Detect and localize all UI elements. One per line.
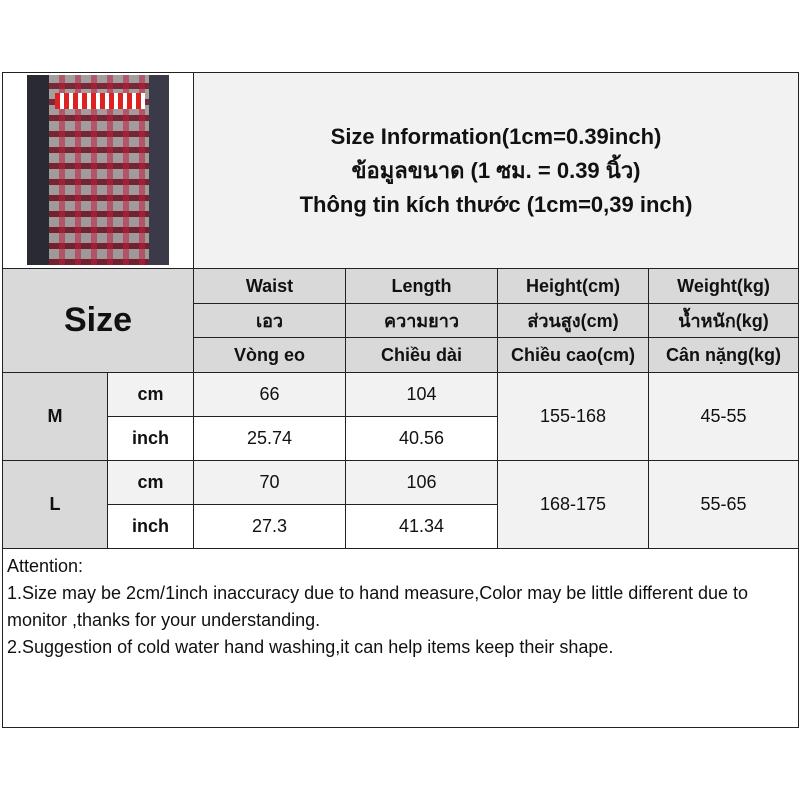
header-height-th: ส่วนสูง(cm) (497, 303, 649, 338)
l-length-inch: 41.34 (345, 504, 498, 549)
m-waist-inch: 25.74 (193, 416, 346, 461)
l-weight: 55-65 (648, 460, 799, 549)
header-weight-vi: Cân nặng(kg) (648, 337, 799, 373)
l-height: 168-175 (497, 460, 649, 549)
l-waist-cm: 70 (193, 460, 346, 505)
title-thai: ข้อมูลขนาด (1 ซม. = 0.39 นิ้ว) (351, 157, 641, 183)
m-weight: 45-55 (648, 372, 799, 461)
product-photo (27, 75, 169, 265)
header-weight-th: น้ำหนัก(kg) (648, 303, 799, 338)
m-length-inch: 40.56 (345, 416, 498, 461)
attention-note-2: 2.Suggestion of cold water hand washing,… (7, 637, 614, 657)
size-header-label: Size (63, 301, 133, 339)
unit-inch: inch (107, 416, 194, 461)
l-length-cm: 106 (345, 460, 498, 505)
header-waist-th: เอว (193, 303, 346, 338)
l-waist-inch: 27.3 (193, 504, 346, 549)
header-weight-en: Weight(kg) (648, 268, 799, 304)
size-info-title: Size Information(1cm=0.39inch) ข้อมูลขนา… (193, 72, 799, 269)
unit-cm: cm (107, 460, 194, 505)
header-height-en: Height(cm) (497, 268, 649, 304)
title-vietnamese: Thông tin kích thước (1cm=0,39 inch) (299, 191, 693, 217)
m-length-cm: 104 (345, 372, 498, 417)
attention-heading: Attention: (7, 556, 84, 576)
header-waist-vi: Vòng eo (193, 337, 346, 373)
size-l: L (2, 460, 108, 549)
header-length-en: Length (345, 268, 498, 304)
header-length-vi: Chiều dài (345, 337, 498, 373)
size-m: M (2, 372, 108, 461)
unit-cm: cm (107, 372, 194, 417)
attention-notes: Attention: 1.Size may be 2cm/1inch inacc… (2, 548, 799, 728)
header-length-th: ความยาว (345, 303, 498, 338)
size-header: Size (2, 268, 194, 373)
m-waist-cm: 66 (193, 372, 346, 417)
attention-note-1: 1.Size may be 2cm/1inch inaccuracy due t… (7, 583, 749, 630)
unit-inch: inch (107, 504, 194, 549)
header-waist-en: Waist (193, 268, 346, 304)
m-height: 155-168 (497, 372, 649, 461)
header-height-vi: Chiều cao(cm) (497, 337, 649, 373)
title-english: Size Information(1cm=0.39inch) (330, 123, 662, 149)
